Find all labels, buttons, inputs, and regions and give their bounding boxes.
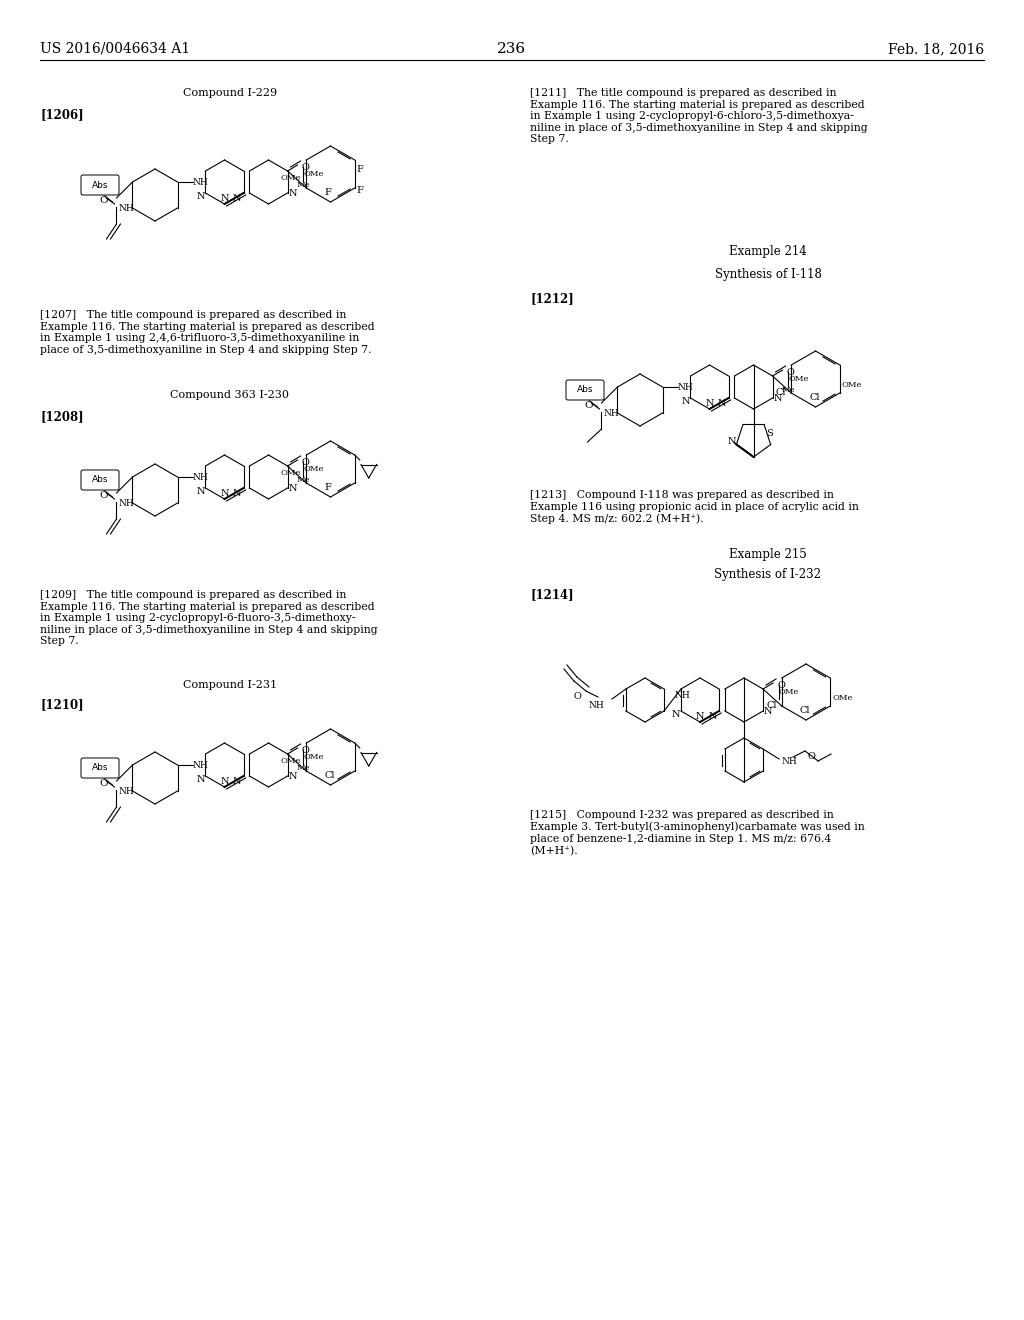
Text: N: N bbox=[718, 399, 726, 408]
Text: Me: Me bbox=[781, 385, 795, 393]
Text: Abs: Abs bbox=[92, 181, 109, 190]
Text: N: N bbox=[706, 399, 714, 408]
Text: [1207]   The title compound is prepared as described in
Example 116. The startin: [1207] The title compound is prepared as… bbox=[40, 310, 375, 355]
Text: O: O bbox=[99, 779, 109, 788]
Text: N: N bbox=[289, 772, 297, 781]
Text: [1211]   The title compound is prepared as described in
Example 116. The startin: [1211] The title compound is prepared as… bbox=[530, 88, 867, 144]
Text: NH: NH bbox=[193, 473, 208, 482]
Text: F: F bbox=[325, 483, 332, 492]
Text: F: F bbox=[325, 187, 332, 197]
Text: N: N bbox=[289, 189, 297, 198]
FancyBboxPatch shape bbox=[566, 380, 604, 400]
Text: OMe: OMe bbox=[303, 170, 324, 178]
Text: Me: Me bbox=[297, 181, 310, 189]
Text: N: N bbox=[289, 484, 297, 492]
Text: Abs: Abs bbox=[577, 385, 593, 395]
Text: Cl: Cl bbox=[810, 393, 820, 403]
Text: Example 214: Example 214 bbox=[729, 246, 807, 257]
Text: OMe: OMe bbox=[281, 756, 301, 766]
Text: O: O bbox=[99, 491, 109, 500]
Text: N: N bbox=[233, 194, 242, 203]
Text: N: N bbox=[233, 777, 242, 785]
Text: Cl: Cl bbox=[766, 701, 777, 710]
Text: N: N bbox=[233, 488, 242, 498]
Text: O: O bbox=[786, 368, 795, 378]
Text: Compound I-229: Compound I-229 bbox=[183, 88, 278, 98]
Text: Cl: Cl bbox=[776, 388, 786, 397]
Text: Me: Me bbox=[297, 477, 310, 484]
Text: Example 215: Example 215 bbox=[729, 548, 807, 561]
Text: Synthesis of I-118: Synthesis of I-118 bbox=[715, 268, 821, 281]
Text: O: O bbox=[573, 692, 581, 701]
Text: OMe: OMe bbox=[778, 688, 799, 696]
Text: [1213]   Compound I-118 was prepared as described in
Example 116 using propionic: [1213] Compound I-118 was prepared as de… bbox=[530, 490, 859, 524]
FancyBboxPatch shape bbox=[81, 470, 119, 490]
Text: F: F bbox=[356, 186, 364, 195]
Text: Compound I-231: Compound I-231 bbox=[183, 680, 278, 690]
Text: NH: NH bbox=[603, 409, 620, 418]
Text: OMe: OMe bbox=[303, 752, 324, 762]
Text: N: N bbox=[197, 775, 205, 784]
Text: Cl: Cl bbox=[325, 771, 335, 780]
Text: N: N bbox=[681, 397, 690, 407]
Text: N: N bbox=[220, 488, 229, 498]
Text: N: N bbox=[773, 393, 782, 403]
Text: NH: NH bbox=[119, 499, 134, 508]
Text: N: N bbox=[197, 487, 205, 496]
Text: N: N bbox=[727, 437, 736, 446]
Text: NH: NH bbox=[675, 690, 691, 700]
Text: Compound 363 I-230: Compound 363 I-230 bbox=[171, 389, 290, 400]
Text: US 2016/0046634 A1: US 2016/0046634 A1 bbox=[40, 42, 190, 55]
Text: O: O bbox=[777, 681, 785, 690]
Text: [1210]: [1210] bbox=[40, 698, 84, 711]
Text: Abs: Abs bbox=[92, 475, 109, 484]
Text: O: O bbox=[302, 458, 309, 467]
Text: OMe: OMe bbox=[281, 174, 301, 182]
Text: NH: NH bbox=[193, 178, 208, 187]
Text: OMe: OMe bbox=[833, 694, 853, 702]
Text: Feb. 18, 2016: Feb. 18, 2016 bbox=[888, 42, 984, 55]
Text: O: O bbox=[302, 746, 309, 755]
Text: Abs: Abs bbox=[92, 763, 109, 772]
Text: O: O bbox=[807, 752, 815, 762]
Text: N: N bbox=[220, 777, 229, 785]
Text: NH: NH bbox=[781, 756, 797, 766]
Text: OMe: OMe bbox=[842, 381, 862, 389]
Text: [1209]   The title compound is prepared as described in
Example 116. The startin: [1209] The title compound is prepared as… bbox=[40, 590, 378, 647]
Text: N: N bbox=[672, 710, 680, 719]
Text: S: S bbox=[766, 429, 773, 438]
Text: N: N bbox=[696, 711, 705, 721]
Text: Synthesis of I-232: Synthesis of I-232 bbox=[715, 568, 821, 581]
Text: N: N bbox=[764, 708, 772, 715]
Text: O: O bbox=[99, 195, 109, 205]
Text: [1206]: [1206] bbox=[40, 108, 84, 121]
Text: NH: NH bbox=[588, 701, 604, 710]
Text: NH: NH bbox=[119, 205, 134, 213]
Text: O: O bbox=[585, 401, 593, 411]
Text: NH: NH bbox=[119, 787, 134, 796]
Text: 236: 236 bbox=[498, 42, 526, 55]
Text: [1215]   Compound I-232 was prepared as described in
Example 3. Tert-butyl(3-ami: [1215] Compound I-232 was prepared as de… bbox=[530, 810, 864, 855]
Text: F: F bbox=[356, 165, 364, 174]
Text: [1208]: [1208] bbox=[40, 411, 84, 422]
FancyBboxPatch shape bbox=[81, 176, 119, 195]
Text: NH: NH bbox=[678, 383, 693, 392]
Text: [1214]: [1214] bbox=[530, 587, 573, 601]
Text: N: N bbox=[220, 194, 229, 203]
Text: OMe: OMe bbox=[788, 375, 809, 383]
Text: OMe: OMe bbox=[303, 465, 324, 473]
Text: [1212]: [1212] bbox=[530, 292, 573, 305]
Text: OMe: OMe bbox=[281, 469, 301, 477]
Text: Me: Me bbox=[297, 764, 310, 772]
FancyBboxPatch shape bbox=[81, 758, 119, 777]
Text: O: O bbox=[302, 162, 309, 172]
Text: NH: NH bbox=[193, 762, 208, 770]
Text: N: N bbox=[709, 711, 717, 721]
Text: Cl: Cl bbox=[800, 706, 811, 715]
Text: N: N bbox=[197, 191, 205, 201]
